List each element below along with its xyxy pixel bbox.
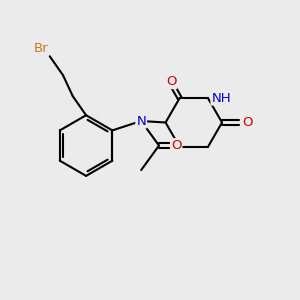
Text: Br: Br <box>34 42 48 55</box>
Text: O: O <box>166 75 176 88</box>
Text: O: O <box>171 139 181 152</box>
Text: O: O <box>242 116 253 129</box>
Text: NH: NH <box>212 92 231 104</box>
Text: N: N <box>136 115 146 128</box>
